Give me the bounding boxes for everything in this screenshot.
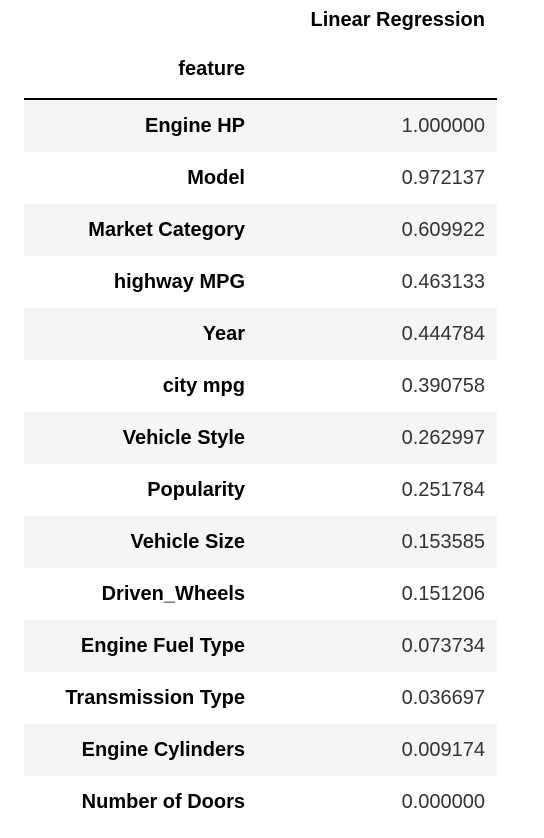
- table-row: Popularity 0.251784: [24, 464, 497, 516]
- row-linear-regression-value: 0.262997: [401, 427, 485, 449]
- table-row: Year 0.444784: [24, 308, 497, 360]
- row-linear-regression-value: 0.151206: [401, 583, 485, 605]
- row-feature-label: Engine HP: [144, 115, 245, 137]
- row-linear-regression-value: 0.036697: [401, 687, 485, 709]
- row-feature-label: Popularity: [147, 479, 245, 501]
- row-feature-label: highway MPG: [113, 271, 245, 293]
- table-body: Engine HP 1.000000 Model 0.972137 Market Cat…: [24, 99, 497, 828]
- index-header-blank: [24, 0, 257, 40]
- table-row: Engine Fuel Type 0.073734: [24, 620, 497, 672]
- table-row: Model 0.972137: [24, 152, 497, 204]
- row-linear-regression-value: 0.609922: [401, 219, 485, 241]
- table-row: Engine Cylinders 0.009174: [24, 724, 497, 776]
- index-name-feature: feature: [24, 40, 257, 100]
- table-row: Vehicle Size 0.153585: [24, 516, 497, 568]
- column-header-linear-regression: Linear Regression: [310, 9, 485, 31]
- row-feature-label: Engine Cylinders: [81, 739, 245, 761]
- table-header: Linear Regression feature: [24, 0, 497, 100]
- row-linear-regression-value: 0.463133: [401, 271, 485, 293]
- row-feature-label: Model: [187, 167, 245, 189]
- row-feature-label: Driven_Wheels: [101, 583, 245, 605]
- row-feature-label: Vehicle Style: [122, 427, 245, 449]
- row-linear-regression-value: 0.009174: [401, 739, 485, 761]
- table-row: highway MPG 0.463133: [24, 256, 497, 308]
- row-feature-label: Number of Doors: [81, 791, 245, 813]
- row-feature-label: Vehicle Size: [130, 531, 245, 553]
- row-linear-regression-value: 0.073734: [401, 635, 485, 657]
- index-name-row-blank: [257, 40, 497, 100]
- row-feature-label: Engine Fuel Type: [80, 635, 245, 657]
- table-row: Market Category 0.609922: [24, 204, 497, 256]
- row-feature-label: Transmission Type: [65, 687, 245, 709]
- index-name-row: feature: [24, 40, 497, 100]
- table-row: Transmission Type 0.036697: [24, 672, 497, 724]
- table-row: city mpg 0.390758: [24, 360, 497, 412]
- column-header-row: Linear Regression: [24, 0, 497, 40]
- table-row: Driven_Wheels 0.151206: [24, 568, 497, 620]
- row-linear-regression-value: 0.972137: [401, 167, 485, 189]
- table-row: Engine HP 1.000000: [24, 99, 497, 152]
- feature-importance-table: Linear Regression feature Engine HP 1.000…: [24, 0, 497, 828]
- row-linear-regression-value: 0.444784: [401, 323, 485, 345]
- row-linear-regression-value: 0.153585: [401, 531, 485, 553]
- row-linear-regression-value: 0.251784: [401, 479, 485, 501]
- row-linear-regression-value: 0.000000: [401, 791, 485, 813]
- row-feature-label: Year: [202, 323, 245, 345]
- table-row: Number of Doors 0.000000: [24, 776, 497, 828]
- row-linear-regression-value: 0.390758: [401, 375, 485, 397]
- table-row: Vehicle Style 0.262997: [24, 412, 497, 464]
- row-linear-regression-value: 1.000000: [401, 115, 485, 137]
- row-feature-label: Market Category: [88, 219, 245, 241]
- row-feature-label: city mpg: [162, 375, 245, 397]
